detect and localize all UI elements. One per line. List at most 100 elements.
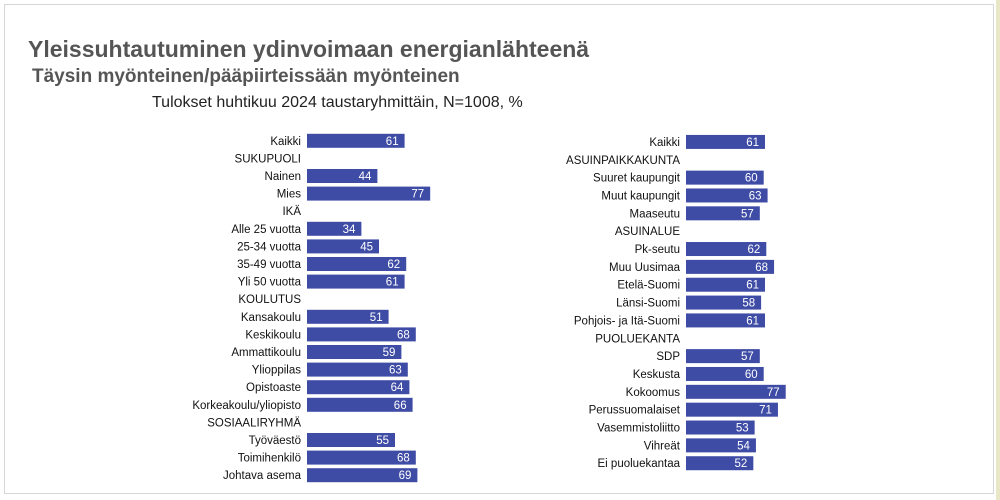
category-label: Nainen xyxy=(265,171,301,183)
category-label: Korkeakoulu/yliopisto xyxy=(192,400,301,412)
bar xyxy=(307,274,405,289)
bar xyxy=(686,134,765,149)
bar xyxy=(307,186,431,201)
bar xyxy=(686,313,765,328)
data-label: 64 xyxy=(391,382,404,394)
category-label: Alle 25 vuotta xyxy=(231,224,301,236)
category-label: Pohjois- ja Itä-Suomi xyxy=(574,315,680,327)
category-label: Muut kaupungit xyxy=(601,190,680,202)
data-label: 63 xyxy=(389,365,402,377)
chart-right: Kaikki 61 ASUINPAIKKAKUNTA Suuret kaupungit… xyxy=(566,134,786,471)
data-label: 63 xyxy=(749,190,762,202)
category-label: Ammattikoulu xyxy=(231,347,301,359)
category-label: Mies xyxy=(277,189,302,201)
data-label: 66 xyxy=(394,400,407,412)
data-label: 62 xyxy=(387,259,400,271)
data-label: 61 xyxy=(746,137,759,149)
data-label: 68 xyxy=(397,453,410,465)
bar xyxy=(307,327,416,342)
category-label: Työväestö xyxy=(249,435,301,447)
category-label: Johtava asema xyxy=(223,470,302,482)
data-label: 61 xyxy=(386,277,399,289)
bar xyxy=(307,397,413,412)
chart-subtitle: Täysin myönteinen/pääpiirteissään myönte… xyxy=(32,66,460,87)
data-label: 71 xyxy=(759,405,772,417)
bar xyxy=(307,239,379,254)
bar xyxy=(686,402,778,417)
category-label: Etelä-Suomi xyxy=(617,280,680,292)
group-header-label: SOSIAALIRYHMÄ xyxy=(207,417,301,429)
category-label: Keskusta xyxy=(633,369,681,381)
category-label: Länsi-Suomi xyxy=(616,298,680,310)
data-label: 62 xyxy=(747,244,760,256)
bar xyxy=(686,438,756,453)
category-label: Ei puoluekantaa xyxy=(598,458,681,470)
data-label: 60 xyxy=(745,369,758,381)
bar xyxy=(686,420,755,435)
chart-title: Yleissuhtautuminen ydinvoimaan energianl… xyxy=(28,36,590,62)
bar xyxy=(307,169,378,183)
data-label: 59 xyxy=(383,347,396,359)
bar xyxy=(686,242,767,257)
data-label: 44 xyxy=(359,171,372,183)
bar xyxy=(307,133,405,148)
bar xyxy=(686,349,760,364)
data-label: 57 xyxy=(741,351,754,363)
category-label: Kokoomus xyxy=(626,387,681,399)
data-label: 69 xyxy=(399,470,412,482)
data-label: 77 xyxy=(767,387,780,399)
slide-edge-decoration xyxy=(996,0,1000,500)
category-label: Kansakoulu xyxy=(241,312,301,324)
chart-left: Kaikki 61 SUKUPUOLI Nainen 44 Mies 77 IKÄ Alle 2… xyxy=(192,133,431,483)
data-label: 68 xyxy=(397,329,410,341)
data-label: 51 xyxy=(370,312,383,324)
bar xyxy=(686,384,786,399)
category-label: Opistoaste xyxy=(246,382,301,394)
bar xyxy=(686,277,765,292)
group-header-label: SUKUPUOLI xyxy=(235,153,301,165)
data-label: 52 xyxy=(735,458,748,470)
category-label: Vasemmistoliitto xyxy=(597,423,680,435)
category-label: Ylioppilas xyxy=(252,365,301,377)
bar xyxy=(686,295,762,310)
bar xyxy=(307,380,410,395)
data-label: 54 xyxy=(737,440,750,452)
bar xyxy=(686,206,760,221)
data-label: 61 xyxy=(386,136,399,148)
category-label: Keskikoulu xyxy=(245,329,301,341)
category-label: SDP xyxy=(656,351,680,363)
data-label: 57 xyxy=(741,208,754,220)
bar xyxy=(307,345,402,359)
category-label: Kaikki xyxy=(649,137,680,149)
group-header-label: IKÄ xyxy=(282,206,301,218)
group-header-label: ASUINPAIKKAKUNTA xyxy=(566,155,680,167)
bar xyxy=(307,468,418,483)
category-label: Yli 50 vuotta xyxy=(238,277,302,289)
bar xyxy=(307,433,395,447)
bar xyxy=(307,309,389,324)
data-label: 53 xyxy=(736,423,749,435)
category-label: Vihreät xyxy=(644,440,681,452)
bar xyxy=(686,259,775,274)
data-label: 68 xyxy=(755,262,768,274)
slide-frame xyxy=(4,4,994,494)
category-label: Muu Uusimaa xyxy=(609,262,681,274)
bar xyxy=(686,170,764,185)
bar xyxy=(307,257,407,271)
category-label: Suuret kaupungit xyxy=(593,173,681,185)
category-label: 25-34 vuotta xyxy=(237,241,302,253)
category-label: Pk-seutu xyxy=(635,244,680,256)
category-label: Perussuomalaiset xyxy=(589,405,681,417)
data-label: 61 xyxy=(746,315,759,327)
data-label: 55 xyxy=(376,435,389,447)
bar xyxy=(686,456,754,471)
data-label: 34 xyxy=(343,224,356,236)
bar xyxy=(307,362,408,377)
category-label: Toimihenkilö xyxy=(238,453,301,465)
data-label: 77 xyxy=(411,189,424,201)
data-label: 60 xyxy=(745,173,758,185)
category-label: Kaikki xyxy=(270,136,301,148)
data-label: 58 xyxy=(742,298,755,310)
bar xyxy=(307,221,362,236)
